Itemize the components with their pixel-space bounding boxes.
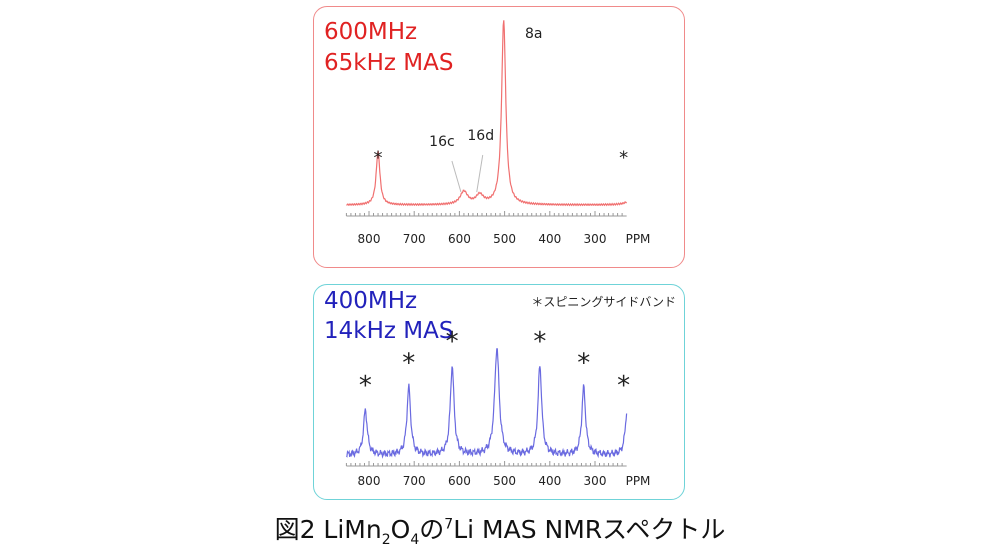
sideband-marker: * [577,349,590,379]
x-tick-label: 400 [538,474,561,488]
caption-subscript: 4 [410,532,420,548]
panel-title-frequency: 400MHz [324,288,418,314]
annotation-leader-line [476,154,484,193]
spectrum-line-600mhz [346,20,628,207]
x-tick-label: 800 [358,232,381,246]
x-tick-label: 500 [493,232,516,246]
sideband-marker: * [374,147,383,168]
spectrum-line-400mhz [345,348,628,459]
sideband-marker: * [617,371,630,401]
caption-subscript: 2 [381,532,391,548]
caption-text: 図2 LiMn [274,515,382,544]
annotation-label: 16c [429,134,455,150]
x-tick-label: 300 [584,474,607,488]
x-tick-label: 800 [358,474,381,488]
figure-caption: 図2 LiMn2O4の7Li MAS NMRスペクトル [0,510,1000,548]
sideband-marker: * [619,147,628,168]
sideband-marker: * [402,349,415,379]
panel-600mhz: 600MHz 65kHz MAS [313,6,685,268]
panel-title-mas: 14kHz MAS [324,318,454,344]
sideband-marker: * [359,371,372,401]
x-axis-label: PPM [626,474,651,488]
caption-text: の [419,515,445,544]
caption-text: Li MAS NMRスペクトル [453,515,726,544]
x-tick-label: 700 [403,474,426,488]
caption-text: O [390,515,411,544]
x-axis-label: PPM [626,232,651,246]
annotation-label: 16d [467,128,494,144]
x-tick-label: 300 [584,232,607,246]
x-tick-label: 400 [538,232,561,246]
annotation-leader-line [451,160,462,193]
caption-superscript: 7 [444,516,454,533]
x-tick-label: 700 [403,232,426,246]
sideband-legend-note: ＊スピニングサイドバンド [531,295,676,309]
x-tick-label: 600 [448,474,471,488]
panel-title-mas: 65kHz MAS [324,50,454,76]
sideband-marker: * [446,327,459,357]
peak-label: 8a [525,26,543,42]
x-tick-label: 500 [493,474,516,488]
x-tick-label: 600 [448,232,471,246]
sideband-marker: * [533,327,546,357]
panel-title-frequency: 600MHz [324,19,418,45]
